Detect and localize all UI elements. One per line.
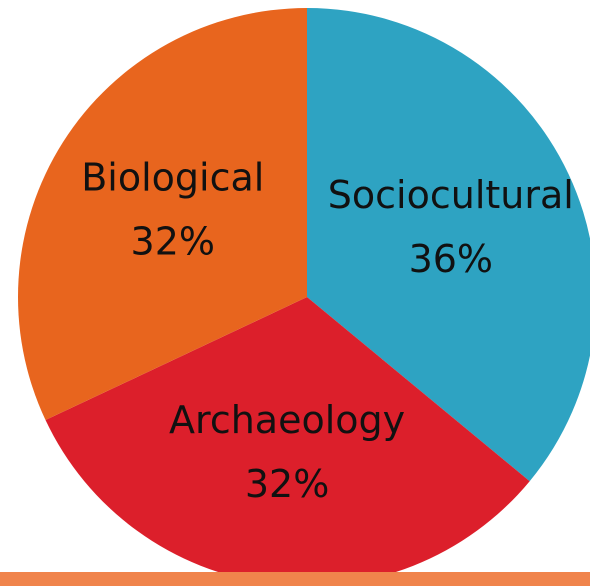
- labels: Sociocultural 36% Archaeology 32% Biological…: [81, 155, 574, 506]
- pie-slice: [307, 8, 590, 482]
- slice-label: Biological: [81, 155, 264, 199]
- slice-value-label: 32%: [245, 462, 329, 506]
- pie: [18, 8, 590, 586]
- slice-value-label: 32%: [131, 219, 215, 263]
- slice-label: Archaeology: [169, 398, 405, 442]
- pie-slice: [18, 8, 308, 421]
- slice-value-label: 36%: [409, 237, 493, 281]
- pie-slice: [45, 297, 530, 586]
- slice-label: Sociocultural: [328, 173, 574, 217]
- footer-bar: [0, 572, 590, 586]
